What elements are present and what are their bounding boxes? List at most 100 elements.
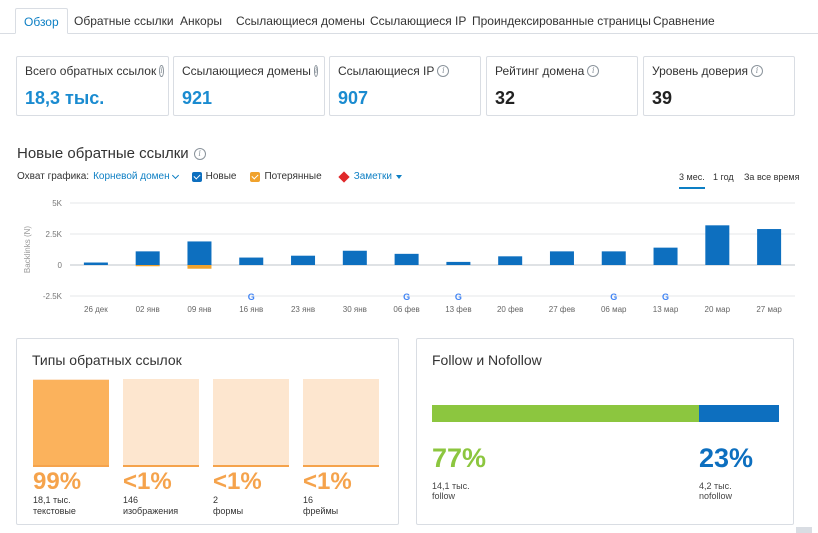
follow-panel: Follow и Nofollow 77% 14,1 тыс. follow 23… <box>416 338 794 525</box>
new-bar <box>187 241 212 265</box>
type-count: 146 <box>123 495 139 505</box>
kpi-label: Ссылающиеся IP <box>338 64 435 78</box>
kpi-value[interactable]: 907 <box>338 88 369 108</box>
follow-label: follow <box>432 491 456 501</box>
kpi-referring-domains: Ссылающиеся домены i 921 <box>173 56 325 116</box>
tab-referring-ips[interactable]: Ссылающиеся IP <box>370 14 467 28</box>
x-tick-label: 23 янв <box>291 305 315 314</box>
type-pct-forms: <1% <box>213 468 262 495</box>
kpi-label: Ссылающиеся домены <box>182 64 311 78</box>
type-baseline <box>303 465 379 467</box>
x-tick-label: 13 фев <box>445 305 471 314</box>
tab-referring-domains[interactable]: Ссылающиеся домены <box>236 14 365 28</box>
type-count: 16 <box>303 495 314 505</box>
info-icon[interactable]: i <box>193 147 206 160</box>
section-title: Новые обратные ссылки i <box>17 145 206 162</box>
info-icon[interactable]: i <box>159 65 164 77</box>
new-bar <box>446 261 471 265</box>
lost-bar <box>135 265 160 267</box>
chart-controls: Охват графика: Корневой домен Новые Поте… <box>17 170 402 183</box>
kpi-referring-ips: Ссылающиеся IP i 907 <box>329 56 481 116</box>
kpi-label: Уровень доверия <box>652 64 749 78</box>
notes-diamond-icon <box>338 170 350 183</box>
info-icon[interactable]: i <box>313 65 319 77</box>
new-bar <box>653 247 678 265</box>
type-box-forms <box>213 379 289 467</box>
notes-dropdown[interactable]: Заметки <box>354 171 402 182</box>
y-tick-label: 0 <box>58 261 63 270</box>
period-1y[interactable]: 1 год <box>713 172 734 182</box>
scroll-corner <box>796 527 812 533</box>
new-bar <box>83 262 108 265</box>
period-all[interactable]: За все время <box>744 172 800 182</box>
kpi-value: 39 <box>652 88 673 108</box>
type-pct-frames: <1% <box>303 468 352 495</box>
new-checkbox[interactable] <box>191 171 202 182</box>
tab-compare[interactable]: Сравнение <box>653 14 715 28</box>
caret-down-icon <box>395 174 402 179</box>
backlinks-chart: 5K 2.5K 0 -2.5K Backlinks (N) 26 дек 02 янв 09 … <box>23 199 795 314</box>
x-tick-label: 09 янв <box>187 305 211 314</box>
info-icon[interactable]: i <box>437 65 450 77</box>
tab-backlinks[interactable]: Обратные ссылки <box>74 14 174 28</box>
new-bar <box>135 251 160 265</box>
legend-lost-label: Потерянные <box>264 171 322 182</box>
follow-count: 14,1 тыс. <box>432 481 470 491</box>
google-icon: G <box>248 292 255 302</box>
y-tick-label: 5K <box>52 199 62 208</box>
x-tick-label: 30 янв <box>343 305 367 314</box>
y-axis-label: Backlinks (N) <box>23 226 32 273</box>
new-bar <box>705 225 730 265</box>
kpi-label: Всего обратных ссылок <box>25 64 157 78</box>
new-bar <box>394 253 419 265</box>
nofollow-bar[interactable] <box>699 405 779 422</box>
follow-bar[interactable] <box>432 405 699 422</box>
new-bar <box>291 255 316 265</box>
follow-title: Follow и Nofollow <box>432 352 542 368</box>
type-baseline <box>213 465 289 467</box>
y-tick-label: -2.5K <box>43 292 63 301</box>
type-label: фреймы <box>303 506 339 516</box>
type-box-text <box>33 379 109 467</box>
x-tick-label: 13 мар <box>653 305 679 314</box>
lost-checkbox[interactable] <box>250 171 261 182</box>
nofollow-count: 4,2 тыс. <box>699 481 732 491</box>
types-title: Типы обратных ссылок <box>32 352 182 368</box>
new-bar <box>342 250 367 265</box>
type-baseline <box>123 465 199 467</box>
kpi-value[interactable]: 921 <box>182 88 213 108</box>
scope-dropdown[interactable]: Корневой домен <box>93 171 179 182</box>
x-tick-label: 02 янв <box>136 305 160 314</box>
new-backlinks-title: Новые обратные ссылки <box>17 145 189 162</box>
nofollow-label: nofollow <box>699 491 733 501</box>
x-tick-label: 20 фев <box>497 305 523 314</box>
kpi-trust-score: Уровень доверия i 39 <box>643 56 795 116</box>
x-tick-label: 27 фев <box>549 305 575 314</box>
type-pct-text: 99% <box>33 468 82 495</box>
type-count: 2 <box>213 495 219 505</box>
tab-overview[interactable]: Обзор <box>15 8 68 34</box>
info-icon[interactable]: i <box>587 65 600 77</box>
y-tick-label: 2.5K <box>46 230 63 239</box>
type-fill <box>33 379 109 467</box>
tab-anchors[interactable]: Анкоры <box>180 14 222 28</box>
kpi-total-backlinks: Всего обратных ссылок i 18,3 тыс. <box>16 56 169 116</box>
x-tick-label: 06 фев <box>393 305 419 314</box>
type-box-frames <box>303 379 379 467</box>
new-bar <box>757 229 782 265</box>
kpi-value[interactable]: 18,3 тыс. <box>25 88 105 108</box>
new-bar <box>239 257 264 265</box>
new-bar <box>549 251 574 265</box>
type-label: изображения <box>123 506 179 516</box>
follow-pct: 77% <box>432 443 487 473</box>
new-bar <box>498 256 523 265</box>
tab-indexed-pages[interactable]: Проиндексированные страницы <box>472 14 651 28</box>
period-3m[interactable]: 3 мес. <box>679 172 705 189</box>
info-icon[interactable]: i <box>751 65 764 77</box>
type-baseline <box>33 465 109 467</box>
type-label: текстовые <box>33 506 76 516</box>
x-tick-label: 16 янв <box>239 305 263 314</box>
type-pct-images: <1% <box>123 468 172 495</box>
kpi-value: 32 <box>495 88 516 108</box>
new-bar <box>601 251 626 265</box>
